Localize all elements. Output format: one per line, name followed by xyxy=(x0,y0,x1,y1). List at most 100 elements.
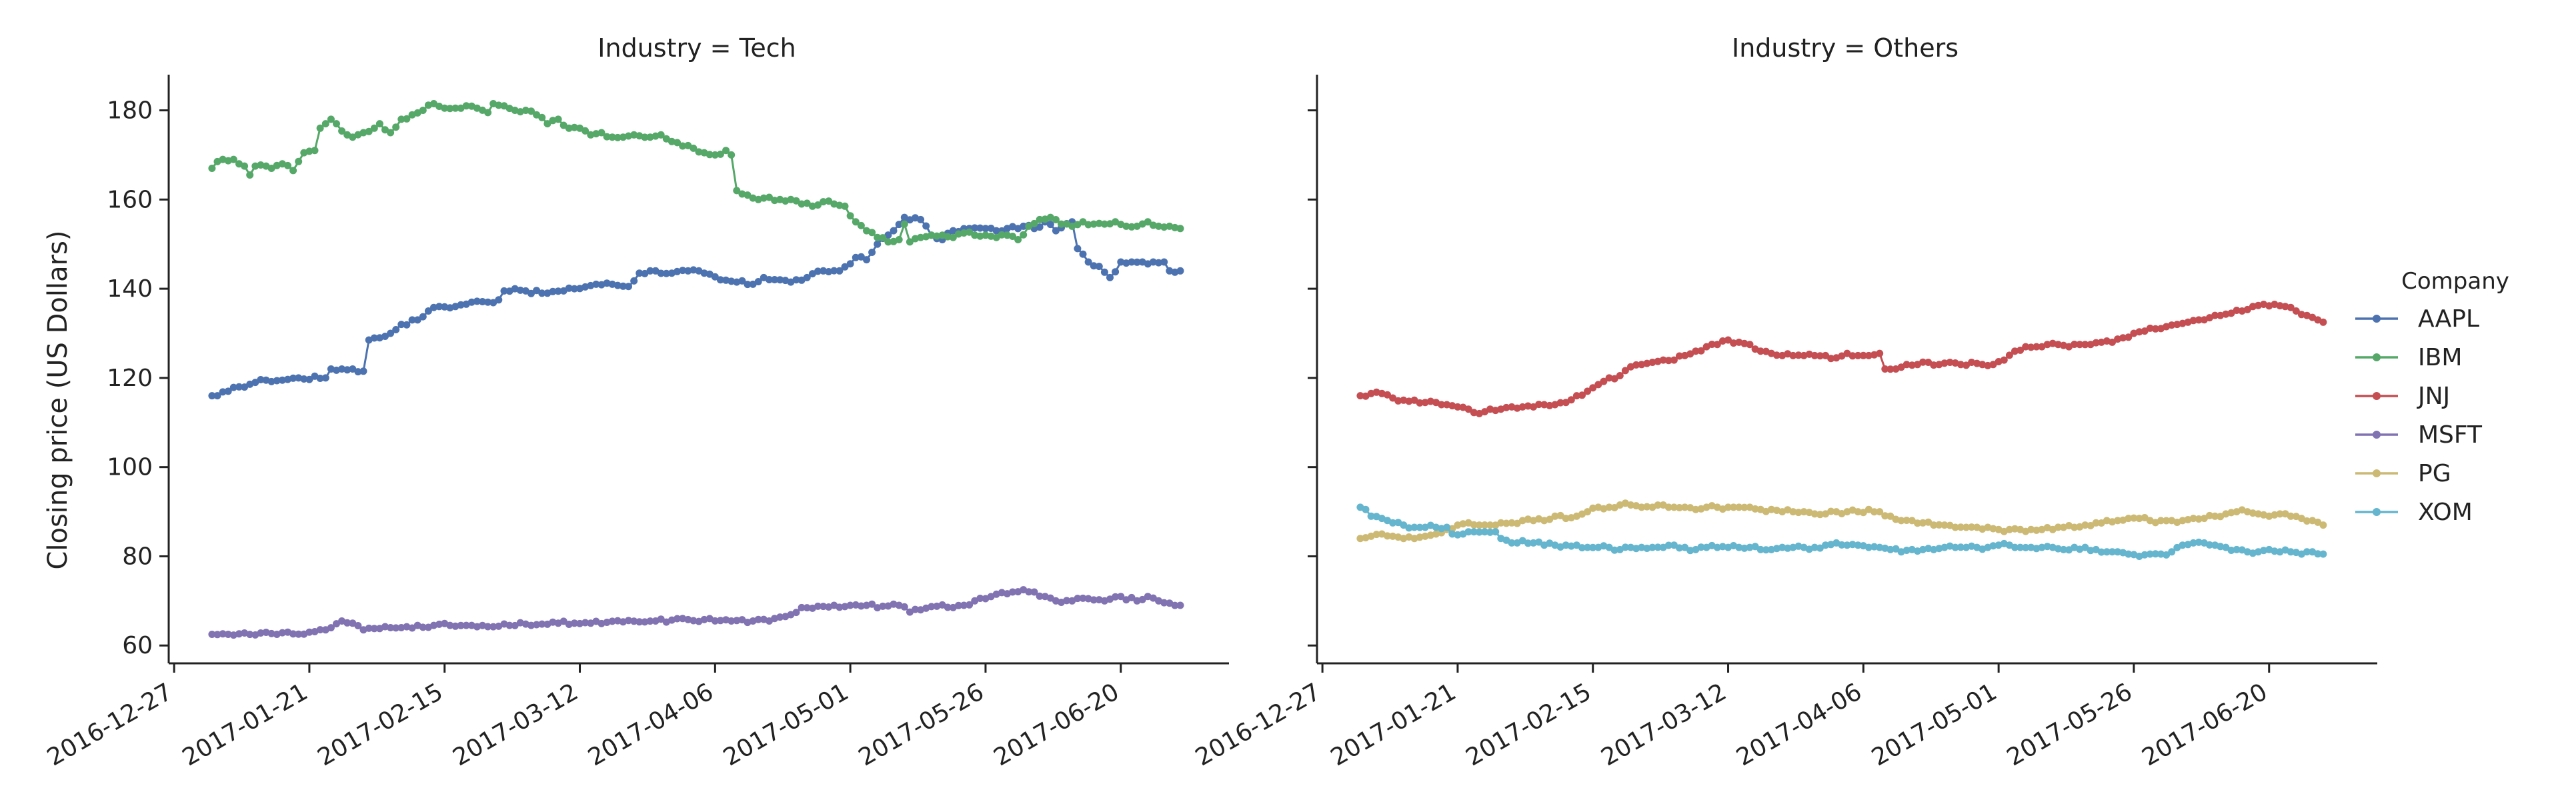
point-msft xyxy=(733,617,741,625)
point-aapl xyxy=(235,383,243,391)
point-pg xyxy=(1546,515,1554,523)
point-xom xyxy=(1778,543,1786,551)
point-pg xyxy=(1864,505,1872,513)
point-pg xyxy=(1459,520,1467,528)
point-ibm xyxy=(311,147,319,155)
point-msft xyxy=(392,624,400,632)
point-ibm xyxy=(533,111,541,119)
point-aapl xyxy=(570,285,578,293)
panel-title-others: Industry = Others xyxy=(1732,33,1959,63)
point-ibm xyxy=(662,135,670,143)
point-jnj xyxy=(1600,377,1608,385)
point-ibm xyxy=(305,147,313,155)
point-jnj xyxy=(1686,350,1694,358)
point-aapl xyxy=(814,267,822,275)
point-jnj xyxy=(1924,359,1933,366)
point-aapl xyxy=(971,224,979,232)
point-xom xyxy=(1751,543,1759,551)
point-pg xyxy=(2054,523,2062,531)
point-pg xyxy=(2135,515,2143,523)
point-msft xyxy=(976,595,984,602)
point-jnj xyxy=(1610,375,1618,383)
point-aapl xyxy=(229,383,237,391)
point-xom xyxy=(1362,505,1370,513)
legend-swatch-marker xyxy=(2373,508,2381,516)
point-pg xyxy=(1989,525,1997,533)
point-pg xyxy=(1638,503,1646,511)
legend-swatch-marker xyxy=(2373,353,2381,361)
point-jnj xyxy=(2027,343,2035,351)
series-layer-tech xyxy=(208,100,1184,639)
point-pg xyxy=(1941,521,1949,529)
point-xom xyxy=(1686,547,1694,555)
point-msft xyxy=(397,624,405,631)
point-msft xyxy=(370,625,378,633)
point-ibm xyxy=(820,198,828,206)
point-aapl xyxy=(549,287,557,295)
point-aapl xyxy=(289,374,297,382)
legend-label: IBM xyxy=(2418,344,2462,371)
point-xom xyxy=(1735,543,1743,551)
point-pg xyxy=(1389,532,1397,540)
point-msft xyxy=(570,619,578,627)
point-pg xyxy=(1562,515,1570,523)
point-xom xyxy=(1610,546,1618,554)
point-ibm xyxy=(446,105,454,113)
point-jnj xyxy=(1594,381,1602,389)
point-pg xyxy=(1692,505,1700,513)
point-xom xyxy=(2314,550,2322,558)
point-aapl xyxy=(473,297,481,305)
point-aapl xyxy=(467,298,475,306)
point-ibm xyxy=(316,124,324,132)
point-jnj xyxy=(1756,347,1764,355)
point-jnj xyxy=(2189,317,2197,325)
point-jnj xyxy=(2233,307,2241,314)
point-ibm xyxy=(1079,218,1087,226)
point-jnj xyxy=(1589,384,1597,392)
point-aapl xyxy=(533,287,541,295)
point-ibm xyxy=(538,113,546,121)
legend-item-pg: PG xyxy=(2355,460,2451,487)
point-pg xyxy=(2092,519,2100,527)
legend-swatch-marker xyxy=(2373,431,2381,439)
point-jnj xyxy=(1816,352,1824,360)
point-jnj xyxy=(2227,309,2235,317)
point-pg xyxy=(1886,512,1894,520)
point-msft xyxy=(646,617,654,625)
point-xom xyxy=(1892,545,1900,553)
point-jnj xyxy=(1902,361,1910,369)
point-ibm xyxy=(608,133,616,141)
point-ibm xyxy=(695,148,703,156)
point-msft xyxy=(559,617,567,625)
point-ibm xyxy=(392,123,400,131)
point-jnj xyxy=(1789,351,1797,359)
point-ibm xyxy=(1176,225,1184,233)
point-aapl xyxy=(267,377,275,385)
point-pg xyxy=(2189,515,2197,523)
series-jnj xyxy=(1356,301,2327,417)
point-jnj xyxy=(2211,311,2219,319)
point-pg xyxy=(1556,511,1564,519)
point-ibm xyxy=(570,123,578,131)
point-pg xyxy=(1724,503,1732,511)
point-xom xyxy=(1367,512,1375,520)
point-xom xyxy=(1681,543,1689,551)
series-pg xyxy=(1356,499,2327,543)
point-jnj xyxy=(1384,391,1391,399)
point-xom xyxy=(2179,541,2187,549)
point-aapl xyxy=(392,326,400,333)
point-msft xyxy=(224,631,232,638)
series-layer-others xyxy=(1356,301,2327,560)
point-aapl xyxy=(982,225,990,233)
point-ibm xyxy=(1020,231,1028,239)
point-aapl xyxy=(343,366,351,374)
point-msft xyxy=(836,603,844,611)
point-msft xyxy=(1112,593,1120,601)
point-jnj xyxy=(1421,399,1429,407)
point-xom xyxy=(1951,543,1959,551)
point-aapl xyxy=(635,269,643,277)
point-ibm xyxy=(998,231,1006,239)
point-pg xyxy=(2276,510,2284,518)
y-tick-label: 80 xyxy=(122,543,153,570)
point-aapl xyxy=(213,392,221,400)
